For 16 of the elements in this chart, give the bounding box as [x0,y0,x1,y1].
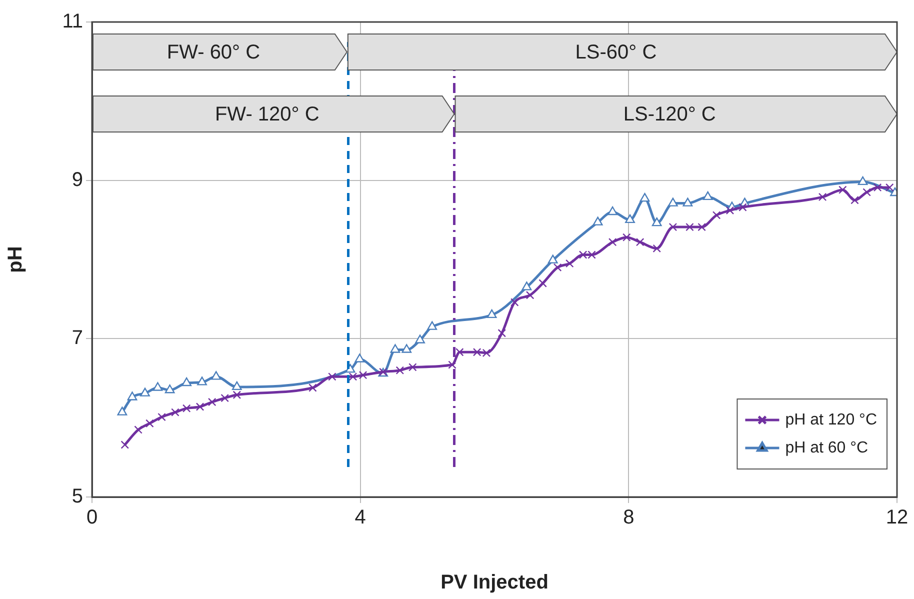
y-tick-label: 5 [72,486,83,508]
legend-label: pH at 120 °C [785,411,877,428]
x-tick-label: 0 [86,506,98,529]
y-tick-label: 11 [62,10,83,33]
y-tick-label: 9 [72,168,83,191]
x-tick-label: 4 [354,506,366,529]
x-tick-label: 8 [623,506,634,529]
x-axis-title: PV Injected [440,572,548,594]
band-label: LS-60° C [575,42,657,64]
band-label: FW- 120° C [214,104,320,126]
y-axis-title: pH [4,246,27,273]
band-label: LS-120° C [623,104,716,126]
x-tick-label: 12 [886,506,908,529]
band-label: FW- 60° C [166,42,260,64]
legend-label: pH at 60 °C [785,439,868,456]
y-tick-label: 7 [72,327,83,350]
